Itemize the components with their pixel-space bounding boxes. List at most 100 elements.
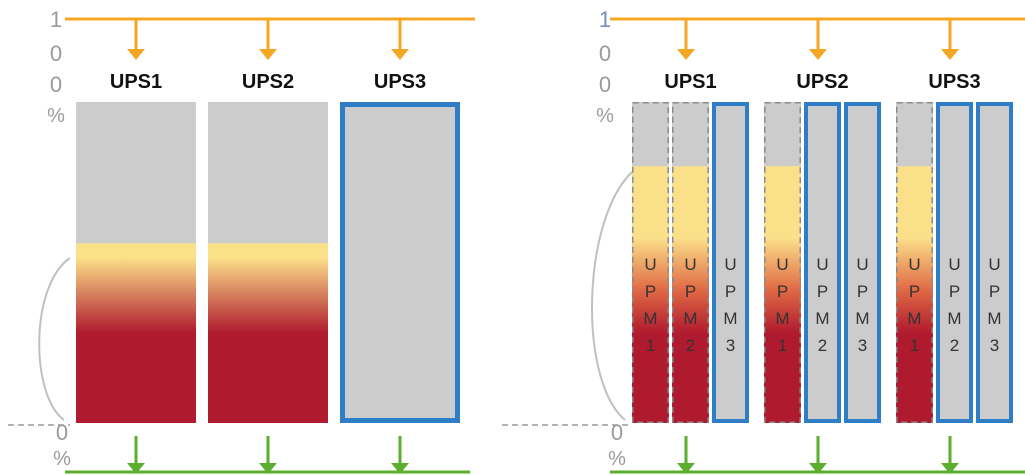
ups-load-fill	[76, 243, 196, 423]
ups-label: UPS1	[110, 71, 162, 93]
input-arrow-head	[677, 49, 695, 60]
upm-label-char: 3	[858, 336, 867, 355]
ups-unit-3: UPS3	[340, 20, 460, 474]
upm-label-char: P	[685, 282, 696, 301]
active-module-outline	[764, 102, 801, 423]
upm-label-char: M	[683, 309, 697, 328]
upm-load-fill	[896, 166, 933, 423]
upm-module-3: UPM 3	[712, 102, 749, 423]
ups-capacity-bar	[340, 102, 460, 423]
upm-capacity-bar	[936, 102, 973, 423]
standby-border	[976, 102, 1013, 423]
input-arrow-head	[809, 49, 827, 60]
upm-module-3: UPM 3	[844, 102, 881, 423]
axis-top-digit: 0	[50, 41, 62, 66]
upm-label-char: M	[775, 309, 789, 328]
upm-module-2: UPM 2	[804, 102, 841, 423]
upm-label-char: M	[855, 309, 869, 328]
upm-module-1: UPM 1	[764, 102, 801, 423]
upm-label-char: 1	[910, 336, 919, 355]
upm-label-char: M	[907, 309, 921, 328]
upm-module-1: UPM 1	[896, 102, 933, 423]
upm-load-fill	[764, 166, 801, 423]
upm-label-char: U	[816, 255, 828, 274]
right-panel: 1 0 0 % 0 % UPS1UPM1UPM2UPM3UPS2UPM1UPM2…	[502, 7, 1025, 474]
upm-label-char: P	[725, 282, 736, 301]
ups-units: UPS1 UPS2 UPS3	[76, 20, 460, 474]
output-arrow-head	[127, 463, 145, 474]
active-module-outline	[672, 102, 709, 423]
upm-label-char: P	[909, 282, 920, 301]
axis-top-digit: 0	[50, 72, 62, 97]
active-module-outline	[632, 102, 669, 423]
output-arrow-head	[259, 463, 277, 474]
output-arrow-head	[809, 463, 827, 474]
upm-label-char: M	[643, 309, 657, 328]
upm-label-char: U	[948, 255, 960, 274]
load-transfer-arc	[38, 257, 71, 421]
axis-bottom-percent: %	[53, 448, 71, 470]
upm-label-char: 2	[818, 336, 827, 355]
upm-label-char: M	[947, 309, 961, 328]
axis-top-digit: 0	[599, 72, 611, 97]
axis-bottom-digit: 0	[611, 420, 623, 445]
upm-module-2: UPM 2	[672, 102, 709, 423]
upm-label-char: U	[908, 255, 920, 274]
upm-label-char: 2	[950, 336, 959, 355]
upm-label-char: P	[817, 282, 828, 301]
upm-load-fill	[672, 166, 709, 423]
output-arrow-head	[677, 463, 695, 474]
upm-load-fill	[632, 166, 669, 423]
ups-units: UPS1UPM1UPM2UPM3UPS2UPM1UPM2UPM3UPS3UPM1…	[632, 20, 1013, 474]
axis-top-digit: 1	[599, 7, 611, 32]
output-arrow-head	[391, 463, 409, 474]
standby-border	[804, 102, 841, 423]
upm-module-3: UPM 3	[976, 102, 1013, 423]
upm-label-char: M	[987, 309, 1001, 328]
upm-capacity-bar	[976, 102, 1013, 423]
upm-label-char: 2	[686, 336, 695, 355]
upm-label-char: U	[684, 255, 696, 274]
ups-label: UPS1	[664, 71, 716, 93]
standby-border	[712, 102, 749, 423]
ups-load-fill	[208, 243, 328, 423]
upm-label-char: U	[776, 255, 788, 274]
axis-top-digit: 1	[50, 7, 62, 32]
active-module-outline	[896, 102, 933, 423]
axis-bottom-percent: %	[608, 448, 626, 470]
upm-label-char: U	[988, 255, 1000, 274]
standby-border	[936, 102, 973, 423]
standby-border	[844, 102, 881, 423]
upm-label-char: P	[645, 282, 656, 301]
input-arrow-head	[391, 49, 409, 60]
ups-label: UPS3	[928, 71, 980, 93]
upm-label-char: P	[949, 282, 960, 301]
upm-label-char: U	[856, 255, 868, 274]
upm-label-char: U	[724, 255, 736, 274]
ups-label: UPS3	[374, 71, 426, 93]
input-arrow-head	[259, 49, 277, 60]
upm-label-char: P	[777, 282, 788, 301]
upm-label-char: M	[815, 309, 829, 328]
ups-label: UPS2	[796, 71, 848, 93]
upm-label-char: 1	[778, 336, 787, 355]
left-panel: 1 0 0 % 0 % UPS1 UPS2 UPS3	[8, 7, 475, 474]
upm-module-1: UPM 1	[632, 102, 669, 423]
upm-label-char: M	[723, 309, 737, 328]
upm-label-char: P	[857, 282, 868, 301]
ups-unit-1: UPS1	[76, 20, 196, 474]
upm-capacity-bar	[712, 102, 749, 423]
upm-label-char: U	[644, 255, 656, 274]
input-arrow-head	[941, 49, 959, 60]
ups-label: UPS2	[242, 71, 294, 93]
axis-top-percent: %	[47, 105, 65, 127]
ups-unit-2: UPS2	[208, 20, 328, 474]
input-arrow-head	[127, 49, 145, 60]
axis-top-digit: 0	[599, 41, 611, 66]
axis-top-percent: %	[596, 105, 614, 127]
upm-module-2: UPM 2	[936, 102, 973, 423]
